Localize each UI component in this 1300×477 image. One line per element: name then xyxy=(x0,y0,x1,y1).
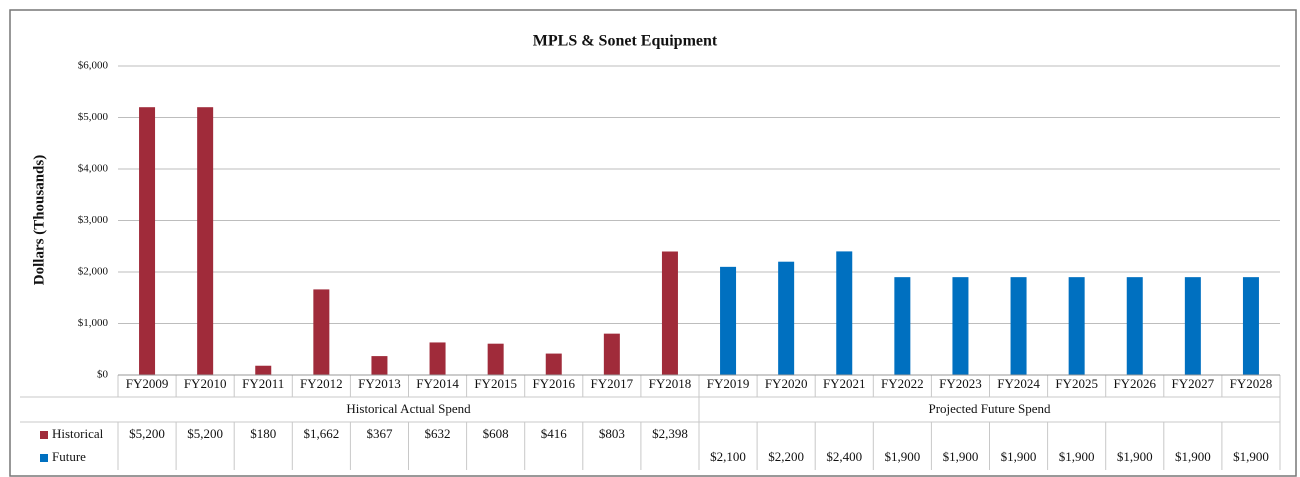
x-tick-label: FY2020 xyxy=(765,376,808,391)
y-tick-label: $2,000 xyxy=(78,266,109,278)
bar xyxy=(1242,277,1259,375)
data-label: $367 xyxy=(366,426,393,441)
data-label: $1,900 xyxy=(1001,449,1037,464)
x-tick-label: FY2021 xyxy=(823,376,866,391)
x-tick-label: FY2024 xyxy=(997,376,1040,391)
x-tick-label: FY2018 xyxy=(649,376,692,391)
x-tick-label: FY2009 xyxy=(126,376,169,391)
x-tick-label: FY2022 xyxy=(881,376,924,391)
bar xyxy=(1010,277,1027,375)
legend-label: Future xyxy=(52,449,86,464)
bar xyxy=(894,277,911,375)
x-tick-label: FY2015 xyxy=(474,376,517,391)
x-tick-label: FY2014 xyxy=(416,376,459,391)
data-label: $1,900 xyxy=(1175,449,1211,464)
bar xyxy=(139,107,156,375)
bar xyxy=(836,251,853,375)
bar xyxy=(661,251,678,375)
y-axis-label: Dollars (Thousands) xyxy=(31,155,47,285)
y-tick-label: $3,000 xyxy=(78,214,109,226)
data-label: $2,200 xyxy=(768,449,804,464)
group-label: Historical Actual Spend xyxy=(346,401,471,416)
group-label: Projected Future Spend xyxy=(928,401,1051,416)
legend-key xyxy=(40,454,48,462)
data-label: $803 xyxy=(599,426,625,441)
x-tick-label: FY2010 xyxy=(184,376,227,391)
bar xyxy=(1126,277,1143,375)
bar xyxy=(778,261,795,375)
bar xyxy=(371,356,388,375)
legend-key xyxy=(40,431,48,439)
bar xyxy=(487,343,504,375)
bar xyxy=(545,353,562,375)
x-tick-label: FY2023 xyxy=(939,376,982,391)
data-label: $2,100 xyxy=(710,449,746,464)
x-tick-label: FY2011 xyxy=(242,376,284,391)
bar xyxy=(197,107,214,375)
x-tick-label: FY2016 xyxy=(532,376,575,391)
data-label: $632 xyxy=(425,426,451,441)
y-tick-label: $1,000 xyxy=(78,317,109,329)
data-label: $180 xyxy=(250,426,276,441)
data-label: $1,900 xyxy=(1233,449,1269,464)
data-label: $608 xyxy=(483,426,509,441)
legend-label: Historical xyxy=(52,426,104,441)
data-label: $5,200 xyxy=(129,426,165,441)
bar xyxy=(720,266,737,375)
x-tick-label: FY2019 xyxy=(707,376,750,391)
data-label: $2,398 xyxy=(652,426,688,441)
y-tick-label: $6,000 xyxy=(78,60,109,72)
bar xyxy=(313,289,330,375)
x-tick-label: FY2013 xyxy=(358,376,401,391)
x-tick-label: FY2017 xyxy=(591,376,634,391)
data-label: $1,900 xyxy=(1059,449,1095,464)
data-label: $416 xyxy=(541,426,568,441)
bar xyxy=(603,333,620,375)
chart-border xyxy=(9,9,1297,477)
bar xyxy=(255,365,272,375)
y-tick-label: $5,000 xyxy=(78,111,109,123)
bar xyxy=(429,342,446,375)
x-tick-label: FY2026 xyxy=(1113,376,1156,391)
y-tick-label: $4,000 xyxy=(78,163,109,175)
chart-title: MPLS & Sonet Equipment xyxy=(533,33,718,50)
bar xyxy=(1068,277,1085,375)
bar xyxy=(952,277,969,375)
data-label: $1,900 xyxy=(884,449,920,464)
data-label: $1,662 xyxy=(303,426,339,441)
x-tick-label: FY2027 xyxy=(1172,376,1215,391)
data-label: $5,200 xyxy=(187,426,223,441)
y-tick-label: $0 xyxy=(97,369,109,381)
x-tick-label: FY2012 xyxy=(300,376,343,391)
data-label: $1,900 xyxy=(943,449,979,464)
data-label: $1,900 xyxy=(1117,449,1153,464)
bar xyxy=(1184,277,1201,375)
data-label: $2,400 xyxy=(826,449,862,464)
x-tick-label: FY2025 xyxy=(1055,376,1098,391)
x-tick-label: FY2028 xyxy=(1230,376,1273,391)
